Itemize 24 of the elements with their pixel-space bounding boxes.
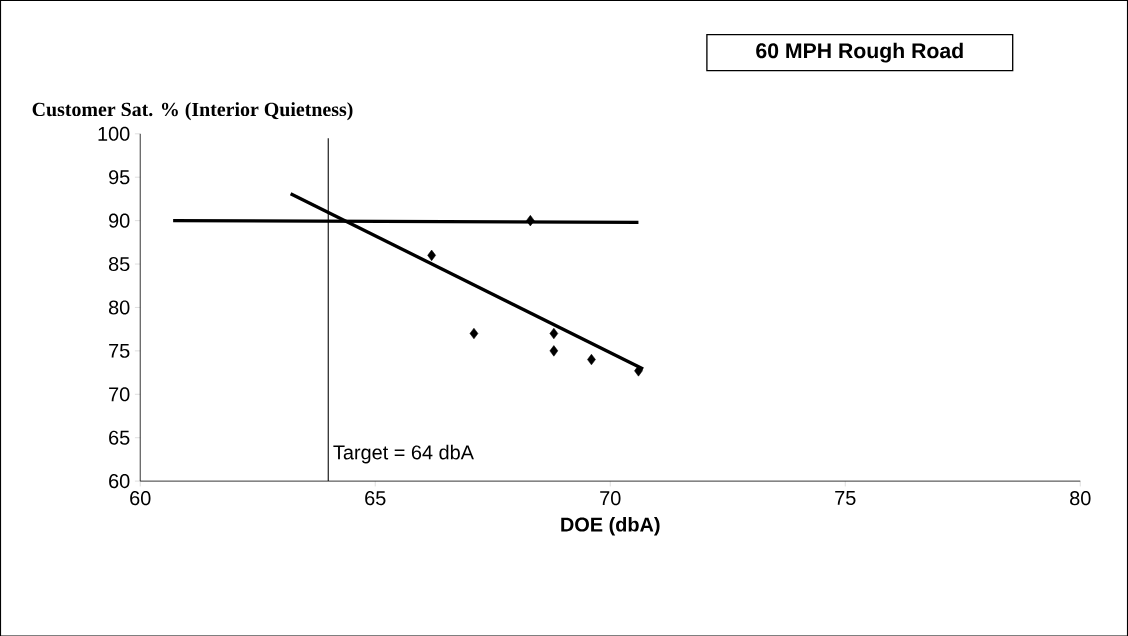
point xyxy=(587,353,596,365)
y-axis-title: Customer Sat. % (Interior Quietness) xyxy=(32,101,353,120)
point xyxy=(549,327,559,339)
y-tick-label: 90 xyxy=(109,213,130,228)
point xyxy=(549,345,559,357)
point xyxy=(469,327,479,339)
y-tick-label: 65 xyxy=(109,430,130,445)
x-axis-title: DOE (dbA) xyxy=(561,516,660,536)
y-tick-label: 85 xyxy=(108,256,130,271)
y-tick-label: 100 xyxy=(98,126,130,141)
point xyxy=(526,214,535,226)
x-tick-label: 70 xyxy=(600,490,621,505)
y-tick-label: 75 xyxy=(109,343,130,358)
x-tick-label: 65 xyxy=(365,490,386,505)
y-tick-label: 60 xyxy=(109,473,130,488)
chart-title: 60 MPH Rough Road xyxy=(756,42,963,63)
point xyxy=(427,249,436,261)
y-tick-label: 70 xyxy=(109,387,130,402)
y-tick-label: 80 xyxy=(108,300,130,315)
y-tick-label: 95 xyxy=(109,169,130,185)
x-tick-label: 60 xyxy=(130,490,151,505)
x-tick-label: 80 xyxy=(1070,490,1091,505)
ref-line-label: Target = 64 dbA xyxy=(333,444,474,464)
x-tick-label: 75 xyxy=(835,490,856,505)
